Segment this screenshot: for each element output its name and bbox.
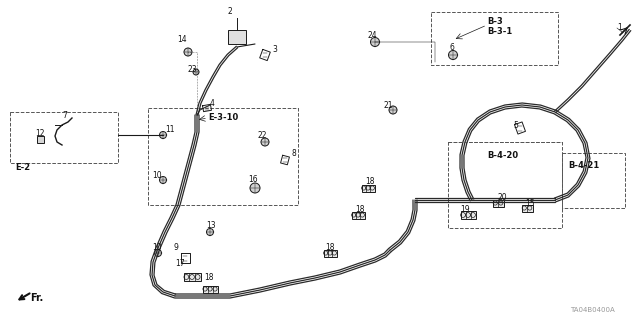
Text: TA04B0400A: TA04B0400A <box>570 307 615 313</box>
Circle shape <box>261 138 269 146</box>
Text: 2: 2 <box>228 8 233 17</box>
Text: 20: 20 <box>497 194 507 203</box>
Bar <box>448 142 562 228</box>
Text: 18: 18 <box>355 205 365 214</box>
Text: 9: 9 <box>173 243 178 253</box>
Bar <box>351 211 365 219</box>
Bar <box>148 108 298 205</box>
Text: 18: 18 <box>204 273 214 283</box>
Text: 5: 5 <box>513 121 518 130</box>
Bar <box>10 112 118 163</box>
Circle shape <box>159 131 166 138</box>
Bar <box>431 12 558 65</box>
Bar <box>184 273 200 281</box>
Text: 18: 18 <box>325 243 335 253</box>
Text: 13: 13 <box>206 220 216 229</box>
Bar <box>461 211 476 219</box>
Text: B-3: B-3 <box>487 18 503 26</box>
Text: 14: 14 <box>177 35 187 44</box>
Text: 17: 17 <box>175 259 184 269</box>
Text: 10: 10 <box>152 170 162 180</box>
Text: 16: 16 <box>248 175 258 184</box>
Circle shape <box>184 48 192 56</box>
Text: 11: 11 <box>165 125 175 135</box>
Bar <box>362 184 374 191</box>
Text: 15: 15 <box>525 198 534 207</box>
Text: 19: 19 <box>460 205 470 214</box>
Text: B-3-1: B-3-1 <box>487 27 512 36</box>
Circle shape <box>389 106 397 114</box>
Circle shape <box>250 183 260 193</box>
Text: B-4-20: B-4-20 <box>487 151 518 160</box>
Circle shape <box>154 249 161 256</box>
Circle shape <box>371 38 380 47</box>
Circle shape <box>193 69 199 75</box>
Text: 3: 3 <box>272 46 277 55</box>
Bar <box>323 249 337 256</box>
Text: 22: 22 <box>258 130 268 139</box>
Text: 21: 21 <box>383 100 392 109</box>
Bar <box>522 204 532 211</box>
Bar <box>202 286 218 293</box>
Text: 24: 24 <box>368 32 378 41</box>
Circle shape <box>207 228 214 235</box>
Text: 10: 10 <box>152 243 162 253</box>
Text: 8: 8 <box>292 149 297 158</box>
Text: E-3-10: E-3-10 <box>208 114 238 122</box>
Text: Fr.: Fr. <box>30 293 44 303</box>
Text: 6: 6 <box>450 43 455 53</box>
Text: B-4-21: B-4-21 <box>568 160 599 169</box>
Text: 23: 23 <box>188 65 198 75</box>
Text: E-2: E-2 <box>15 162 30 172</box>
Text: 18: 18 <box>365 177 374 187</box>
Text: 12: 12 <box>35 129 45 137</box>
Bar <box>493 199 504 206</box>
Bar <box>562 153 625 208</box>
Text: 4: 4 <box>210 99 215 108</box>
Bar <box>228 30 246 44</box>
Circle shape <box>159 176 166 183</box>
Circle shape <box>449 50 458 60</box>
Text: 1: 1 <box>617 24 621 33</box>
Bar <box>37 136 44 143</box>
Text: 7: 7 <box>62 110 67 120</box>
